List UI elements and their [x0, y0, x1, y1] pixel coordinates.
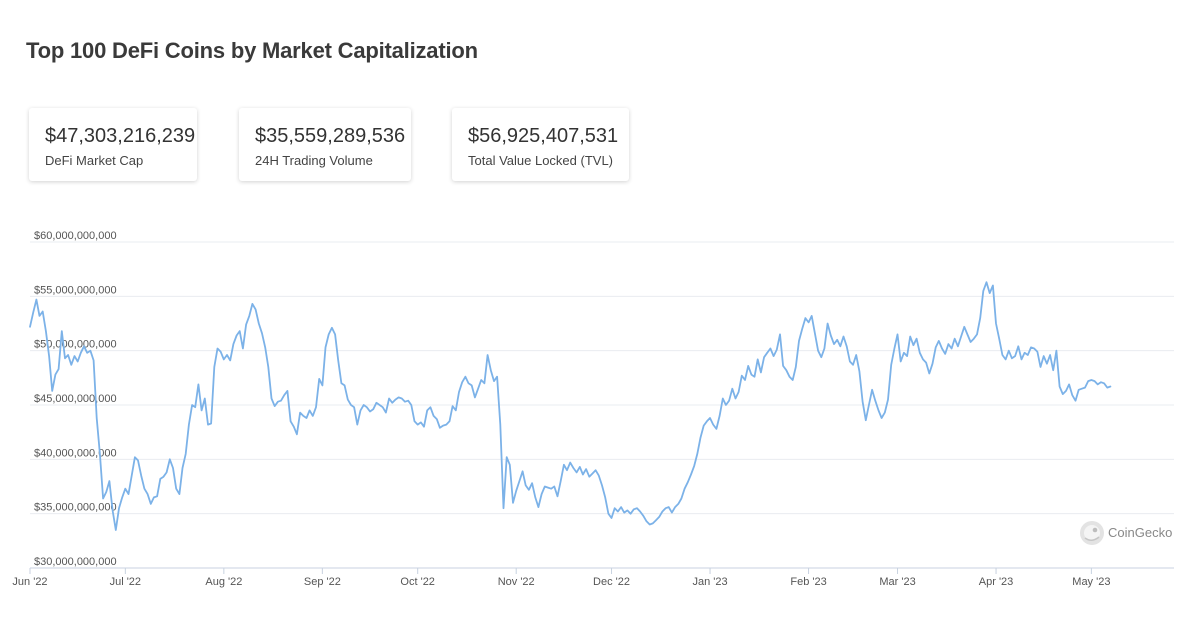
- stat-value: $47,303,216,239: [45, 125, 196, 147]
- y-tick-label: $35,000,000,000: [34, 502, 117, 514]
- x-tick-label: Nov '22: [498, 576, 535, 588]
- x-tick-label: May '23: [1072, 576, 1110, 588]
- gecko-logo-icon: [1080, 521, 1104, 545]
- y-tick-label: $50,000,000,000: [34, 339, 117, 351]
- x-tick-label: Mar '23: [879, 576, 915, 588]
- x-tick-label: Jan '23: [692, 576, 727, 588]
- x-tick-label: Oct '22: [400, 576, 435, 588]
- x-tick-label: Feb '23: [790, 576, 826, 588]
- x-tick-label: Apr '23: [979, 576, 1014, 588]
- stat-card-trading-volume: $35,559,289,536 24H Trading Volume: [239, 108, 411, 181]
- coingecko-watermark: CoinGecko: [1080, 521, 1172, 545]
- brand-name: CoinGecko: [1108, 525, 1172, 540]
- x-tick-label: Jul '22: [110, 576, 141, 588]
- x-tick-label: Dec '22: [593, 576, 630, 588]
- x-tick-label: Aug '22: [205, 576, 242, 588]
- x-tick-label: Jun '22: [12, 576, 47, 588]
- stat-value: $56,925,407,531: [468, 125, 619, 147]
- y-axis: $60,000,000,000 $55,000,000,000 $50,000,00…: [34, 230, 117, 568]
- stat-label: 24H Trading Volume: [255, 153, 373, 168]
- y-tick-label: $30,000,000,000: [34, 556, 117, 568]
- stat-card-tvl: $56,925,407,531 Total Value Locked (TVL): [452, 108, 629, 181]
- stat-value: $35,559,289,536: [255, 125, 406, 147]
- x-axis: Jun '22 Jul '22 Aug '22 Sep '22 Oct '22 Nov '…: [12, 568, 1110, 588]
- y-tick-label: $55,000,000,000: [34, 284, 117, 296]
- y-tick-label: $45,000,000,000: [34, 393, 117, 405]
- page-title: Top 100 DeFi Coins by Market Capitalizat…: [26, 38, 478, 63]
- stat-label: DeFi Market Cap: [45, 153, 144, 168]
- stat-label: Total Value Locked (TVL): [468, 153, 613, 168]
- y-tick-label: $40,000,000,000: [34, 447, 117, 459]
- x-tick-label: Sep '22: [304, 576, 341, 588]
- stat-card-market-cap: $47,303,216,239 DeFi Market Cap: [29, 108, 197, 181]
- y-tick-label: $60,000,000,000: [34, 230, 117, 242]
- series-line-market-cap: [29, 281, 1112, 531]
- series-layer: [29, 281, 1112, 531]
